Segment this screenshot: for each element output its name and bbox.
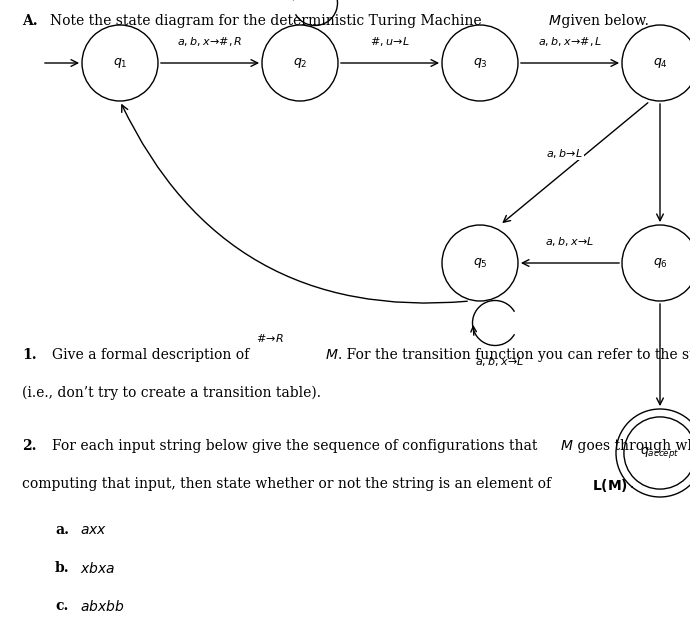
- Text: $xbxa$: $xbxa$: [80, 561, 115, 575]
- Text: For each input string below give the sequence of configurations that: For each input string below give the seq…: [52, 439, 542, 453]
- Text: $a,b,x\!\to\!L$: $a,b,x\!\to\!L$: [475, 355, 524, 368]
- Text: $q_{accept}$: $q_{accept}$: [640, 446, 680, 460]
- Text: a.: a.: [55, 523, 69, 537]
- Text: $\#\!\to\!R$: $\#\!\to\!R$: [256, 332, 284, 344]
- Text: 2.: 2.: [22, 439, 37, 453]
- Text: Note the state diagram for the deterministic Turing Machine: Note the state diagram for the determini…: [50, 14, 486, 28]
- Text: $M$: $M$: [325, 348, 339, 362]
- Text: $M$: $M$: [560, 439, 573, 453]
- Text: $q_1$: $q_1$: [112, 56, 128, 70]
- Text: $a,b,x\!\to\!\#,R$: $a,b,x\!\to\!\#,R$: [177, 35, 243, 48]
- Text: b.: b.: [55, 561, 70, 575]
- Text: c.: c.: [55, 599, 68, 613]
- Text: computing that input, then state whether or not the string is an element of: computing that input, then state whether…: [22, 477, 555, 491]
- Text: (i.e., don’t try to create a transition table).: (i.e., don’t try to create a transition …: [22, 386, 321, 401]
- Text: $a,b,x\!\to\!\#,L$: $a,b,x\!\to\!\#,L$: [538, 35, 602, 48]
- Text: given below.: given below.: [557, 14, 649, 28]
- Text: $q_4$: $q_4$: [653, 56, 667, 70]
- Text: $M$: $M$: [547, 14, 561, 28]
- Text: $\#\!\to\!R$: $\#\!\to\!R$: [688, 352, 690, 364]
- Text: $q_3$: $q_3$: [473, 56, 487, 70]
- Circle shape: [622, 25, 690, 101]
- Text: $a,b,x\!\to\!L$: $a,b,x\!\to\!L$: [545, 235, 595, 248]
- Text: $\#,u\!\to\!L$: $\#,u\!\to\!L$: [370, 35, 410, 48]
- Circle shape: [82, 25, 158, 101]
- Text: $q_2$: $q_2$: [293, 56, 307, 70]
- Circle shape: [442, 25, 518, 101]
- Circle shape: [442, 225, 518, 301]
- Text: .: .: [630, 477, 634, 491]
- Text: $q_5$: $q_5$: [473, 256, 487, 270]
- Circle shape: [616, 409, 690, 497]
- Text: $axx$: $axx$: [80, 523, 107, 537]
- Circle shape: [262, 25, 338, 101]
- Text: Give a formal description of: Give a formal description of: [52, 348, 254, 362]
- Text: $abxbb$: $abxbb$: [80, 599, 124, 614]
- Text: $q_6$: $q_6$: [653, 256, 667, 270]
- Text: . For the transition function you can refer to the state diagram: . For the transition function you can re…: [338, 348, 690, 362]
- Text: $a,b\!\to\!L$: $a,b\!\to\!L$: [546, 147, 584, 159]
- Text: goes through when: goes through when: [573, 439, 690, 453]
- Text: A.: A.: [22, 14, 38, 28]
- Text: $\mathit{\mathbf{L(M)}}$: $\mathit{\mathbf{L(M)}}$: [592, 477, 628, 494]
- Circle shape: [622, 225, 690, 301]
- Text: 1.: 1.: [22, 348, 37, 362]
